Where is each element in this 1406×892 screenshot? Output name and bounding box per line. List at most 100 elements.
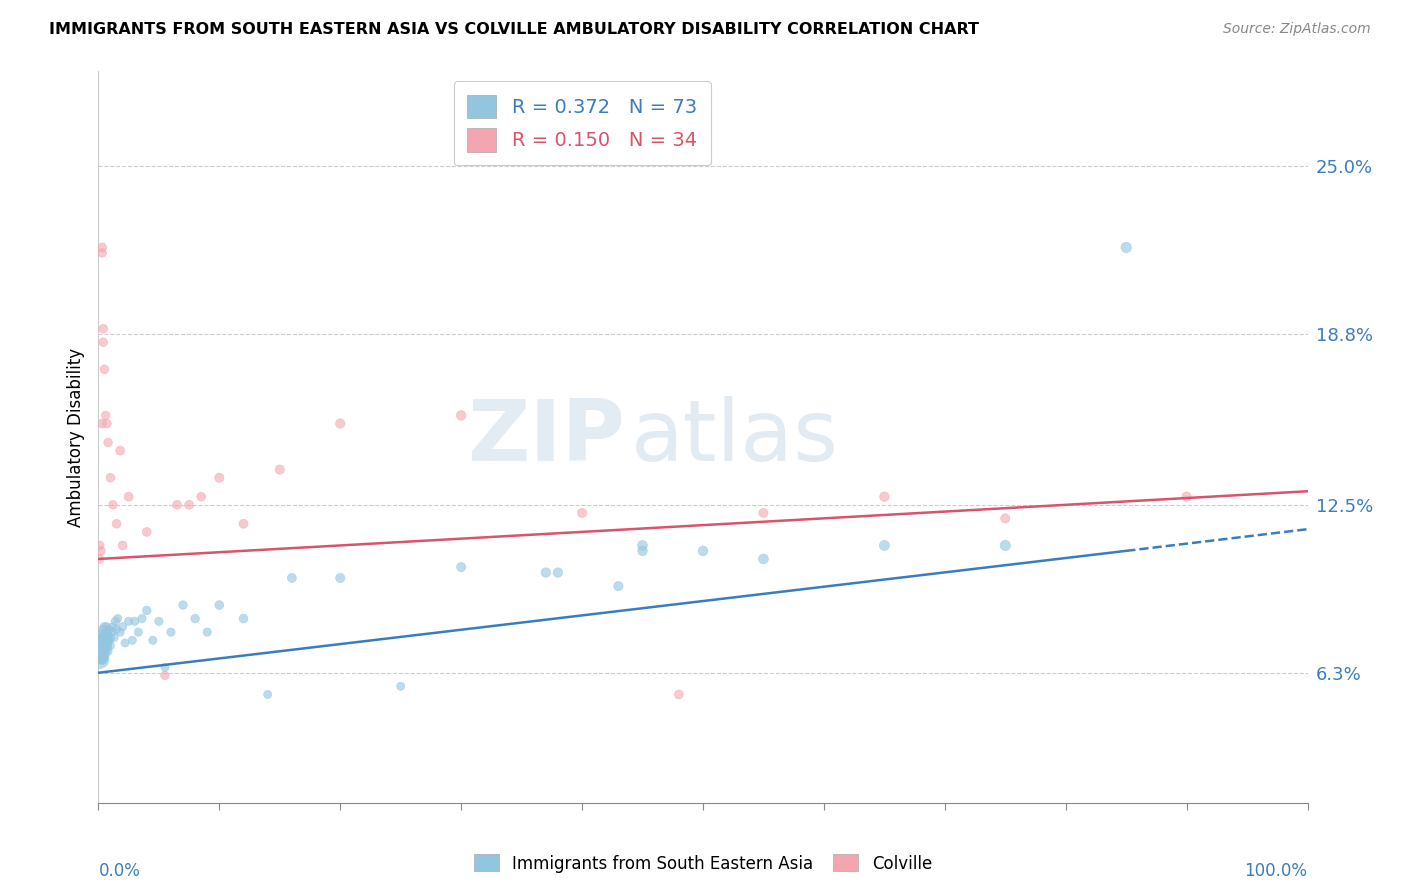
Point (142, 633, 165, 648)
Point (752, 552, 775, 566)
Point (100, 639, 122, 653)
Point (873, 538, 896, 552)
Point (90, 649, 112, 664)
Point (90, 639, 112, 653)
Point (994, 511, 1017, 525)
Point (94, 633, 117, 648)
Point (91, 623, 114, 637)
Y-axis label: Ambulatory Disability: Ambulatory Disability (66, 348, 84, 526)
Point (100, 625, 122, 640)
Point (329, 571, 352, 585)
Point (534, 566, 557, 580)
Point (118, 615, 141, 629)
Point (89, 552, 111, 566)
Point (232, 516, 254, 531)
Point (91, 335, 114, 350)
Point (121, 633, 143, 648)
Point (89, 644, 111, 658)
Point (91, 245, 114, 260)
Point (166, 498, 188, 512)
Point (90, 544, 112, 558)
Point (692, 544, 714, 558)
Point (90, 641, 112, 656)
Point (94, 625, 117, 640)
Text: atlas: atlas (630, 395, 838, 479)
Point (96, 631, 118, 645)
Point (114, 636, 136, 650)
Text: 0.0%: 0.0% (98, 863, 141, 880)
Point (91, 641, 114, 656)
Point (96, 639, 118, 653)
Point (108, 443, 131, 458)
Point (101, 498, 124, 512)
Point (98, 633, 121, 648)
Point (195, 625, 218, 640)
Point (93, 636, 115, 650)
Point (100, 471, 122, 485)
Point (631, 544, 654, 558)
Point (89, 538, 111, 552)
Point (269, 462, 291, 476)
Point (631, 538, 654, 552)
Point (101, 620, 124, 634)
Point (153, 668, 176, 682)
Point (96, 417, 118, 431)
Point (97, 644, 120, 658)
Point (172, 598, 194, 612)
Point (208, 471, 231, 485)
Point (93, 628, 115, 642)
Point (96, 620, 118, 634)
Text: Source: ZipAtlas.com: Source: ZipAtlas.com (1223, 22, 1371, 37)
Point (97, 628, 120, 642)
Point (89, 647, 111, 661)
Point (108, 625, 131, 640)
Point (547, 566, 569, 580)
Point (111, 620, 134, 634)
Point (571, 506, 593, 520)
Point (232, 611, 254, 625)
Point (1175, 490, 1198, 504)
Point (94, 641, 117, 656)
Point (105, 623, 128, 637)
Point (184, 611, 207, 625)
Point (91, 636, 114, 650)
Point (450, 560, 472, 574)
Point (97, 435, 120, 450)
Point (90, 633, 112, 648)
Point (1115, 240, 1137, 254)
Point (135, 524, 157, 539)
Point (97, 636, 120, 650)
Point (135, 603, 157, 617)
Point (91, 417, 114, 431)
Point (89, 639, 111, 653)
Point (148, 615, 170, 629)
Point (256, 688, 278, 702)
Point (91, 652, 114, 666)
Point (124, 615, 146, 629)
Point (105, 516, 128, 531)
Point (118, 490, 141, 504)
Point (103, 631, 125, 645)
Point (91, 322, 114, 336)
Point (111, 538, 134, 552)
Point (94, 409, 117, 423)
Point (281, 571, 304, 585)
Text: ZIP: ZIP (467, 395, 624, 479)
Point (93, 620, 115, 634)
Point (91, 240, 114, 254)
Point (127, 625, 149, 640)
Legend: Immigrants from South Eastern Asia, Colville: Immigrants from South Eastern Asia, Colv… (467, 847, 939, 880)
Legend: R = 0.372   N = 73, R = 0.150   N = 34: R = 0.372 N = 73, R = 0.150 N = 34 (454, 81, 710, 166)
Point (450, 409, 472, 423)
Point (389, 679, 412, 693)
Point (329, 417, 352, 431)
Point (89, 633, 111, 648)
Point (91, 633, 114, 648)
Point (668, 688, 690, 702)
Point (93, 362, 115, 376)
Point (91, 644, 114, 658)
Point (131, 611, 153, 625)
Point (607, 579, 630, 593)
Point (160, 625, 183, 640)
Point (91, 639, 114, 653)
